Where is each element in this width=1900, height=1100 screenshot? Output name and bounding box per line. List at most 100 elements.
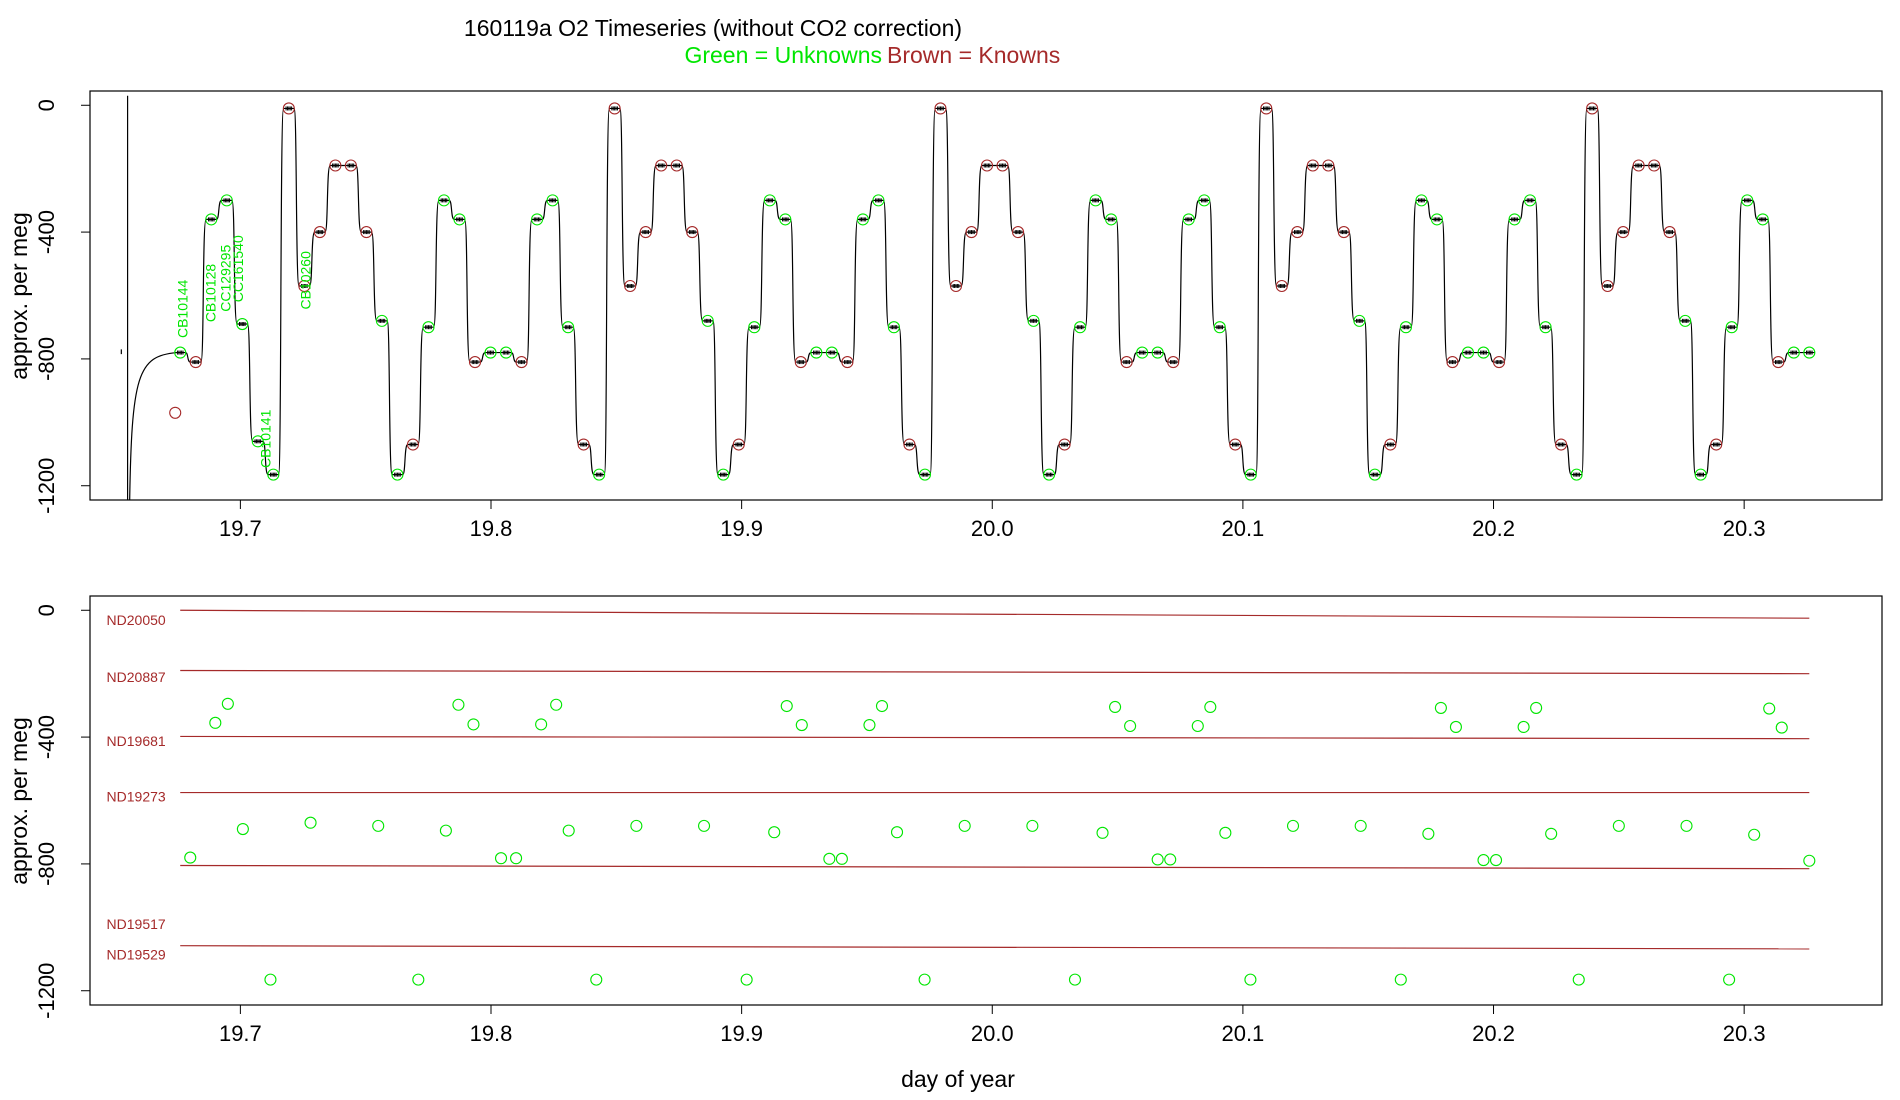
timeseries-unknown-marker xyxy=(887,321,900,334)
timeseries-x-tick-label: 20.0 xyxy=(971,516,1014,541)
timeseries-known-marker xyxy=(360,226,373,239)
standard-line xyxy=(180,864,1810,870)
unknown-point xyxy=(1354,819,1367,832)
standard-line xyxy=(180,669,1810,675)
timeseries-x-tick-label: 20.3 xyxy=(1723,516,1766,541)
timeseries-y-tick-label: -1200 xyxy=(34,458,59,514)
unknown-point xyxy=(1477,854,1490,867)
timeseries-x-tick-label: 19.8 xyxy=(470,516,513,541)
timeseries-known-marker xyxy=(949,279,963,293)
standards-x-tick-label: 19.9 xyxy=(720,1021,763,1046)
standard-label: ND19681 xyxy=(107,733,166,749)
timeseries-unknown-marker xyxy=(1198,194,1211,207)
timeseries-unknown-marker xyxy=(205,213,218,226)
timeseries-y-tick-label: -400 xyxy=(34,210,59,254)
timeseries-known-marker xyxy=(282,102,295,115)
standards-x-tick-label: 19.8 xyxy=(470,1021,513,1046)
standard-label: ND19517 xyxy=(107,916,166,932)
timeseries-unknown-marker xyxy=(1787,346,1800,359)
unknown-point xyxy=(372,819,385,832)
standards-marks: ND20050 ND20887 ND19681 ND19273 ND19517 ND195… xyxy=(107,609,1816,986)
timeseries-known-marker xyxy=(1322,159,1335,172)
timeseries-unknown-marker xyxy=(1508,213,1521,226)
timeseries-known-marker xyxy=(965,226,978,239)
unknown-point xyxy=(236,822,249,836)
unknown-point xyxy=(1449,720,1462,733)
timeseries-known-marker xyxy=(1260,102,1273,115)
standard-line xyxy=(180,945,1810,950)
timeseries-unknown-marker xyxy=(825,346,838,359)
timeseries-known-marker xyxy=(639,226,652,239)
timeseries-known-marker xyxy=(841,356,854,369)
timeseries-y-tick-label: 0 xyxy=(34,99,59,111)
standards-y-tick-label: 0 xyxy=(34,604,59,616)
timeseries-unknown-marker xyxy=(220,194,233,207)
timeseries-known-marker xyxy=(1291,226,1304,239)
unknown-point xyxy=(875,699,889,713)
timeseries-known-marker xyxy=(686,226,699,239)
timeseries-unknown-marker xyxy=(1523,194,1537,207)
standards-x-tick-label: 20.3 xyxy=(1723,1021,1766,1046)
legend-knowns: Brown = Knowns xyxy=(887,42,1060,68)
timeseries-known-marker xyxy=(1648,159,1661,172)
timeseries-unknown-marker xyxy=(1244,468,1257,481)
unknown-point xyxy=(740,973,753,986)
timeseries-unknown-marker xyxy=(267,468,280,481)
standards-y-axis-title: approx. per meg xyxy=(6,717,32,884)
timeseries-known-marker xyxy=(1275,279,1288,293)
timeseries-unknown-marker xyxy=(1477,346,1490,359)
unknown-point xyxy=(1244,973,1257,986)
timeseries-known-marker xyxy=(1710,438,1723,451)
unknown-point xyxy=(958,819,971,832)
timeseries-outlier-marker xyxy=(169,406,182,419)
unknown-point xyxy=(1763,702,1776,715)
timeseries-known-marker xyxy=(1306,159,1319,172)
timeseries-unknown-marker xyxy=(437,194,451,207)
unknown-point xyxy=(304,816,317,829)
unknown-point xyxy=(550,698,563,711)
timeseries-unknown-marker xyxy=(1741,194,1754,207)
unknown-point xyxy=(1572,973,1585,986)
timeseries-unknown-marker xyxy=(1027,314,1040,327)
unknown-point xyxy=(1394,973,1407,986)
standards-x-axis: 19.7 19.8 19.9 20.0 20.1 20.2 20.3 xyxy=(219,1005,1766,1046)
timeseries-unknown-marker xyxy=(717,468,730,481)
unknown-point xyxy=(1803,854,1816,867)
standards-x-tick-label: 19.7 xyxy=(219,1021,262,1046)
unknown-point xyxy=(697,819,711,832)
timeseries-unknown-marker xyxy=(484,346,497,359)
legend-unknowns: Green = Unknowns xyxy=(684,42,882,68)
unknown-point xyxy=(890,826,904,839)
standards-y-tick-label: -1200 xyxy=(34,963,59,1019)
timeseries-unknown-marker xyxy=(562,321,575,334)
timeseries-known-marker xyxy=(903,438,916,451)
timeseries-known-marker xyxy=(1011,226,1025,239)
timeseries-unknown-marker xyxy=(251,435,264,448)
timeseries-unknown-marker xyxy=(1570,468,1583,481)
unknown-point xyxy=(823,852,836,865)
timeseries-unknown-marker xyxy=(1043,468,1056,481)
unknown-point xyxy=(1775,721,1788,734)
timeseries-unknown-marker xyxy=(1803,346,1816,359)
timeseries-known-marker xyxy=(1229,438,1242,451)
standards-x-tick-label: 20.1 xyxy=(1221,1021,1264,1046)
timeseries-unknown-marker xyxy=(1105,213,1118,226)
timeseries-unknown-marker xyxy=(1353,314,1366,327)
unknown-point xyxy=(264,973,277,986)
unknown-point xyxy=(1530,701,1543,714)
unknown-point xyxy=(1723,973,1736,986)
timeseries-known-marker xyxy=(670,159,683,172)
unknown-point xyxy=(184,851,197,864)
timeseries-known-marker xyxy=(298,279,311,293)
timeseries-known-marker xyxy=(934,102,947,115)
unknown-point xyxy=(1748,828,1761,841)
sample-id-label: CC129295 xyxy=(217,245,233,312)
unknown-point xyxy=(780,699,793,713)
standard-label: ND20050 xyxy=(107,612,166,628)
timeseries-x-tick-label: 19.7 xyxy=(219,516,262,541)
timeseries-unknown-marker xyxy=(872,194,885,207)
unknown-point xyxy=(494,852,508,865)
timeseries-unknown-marker xyxy=(1725,321,1738,334)
